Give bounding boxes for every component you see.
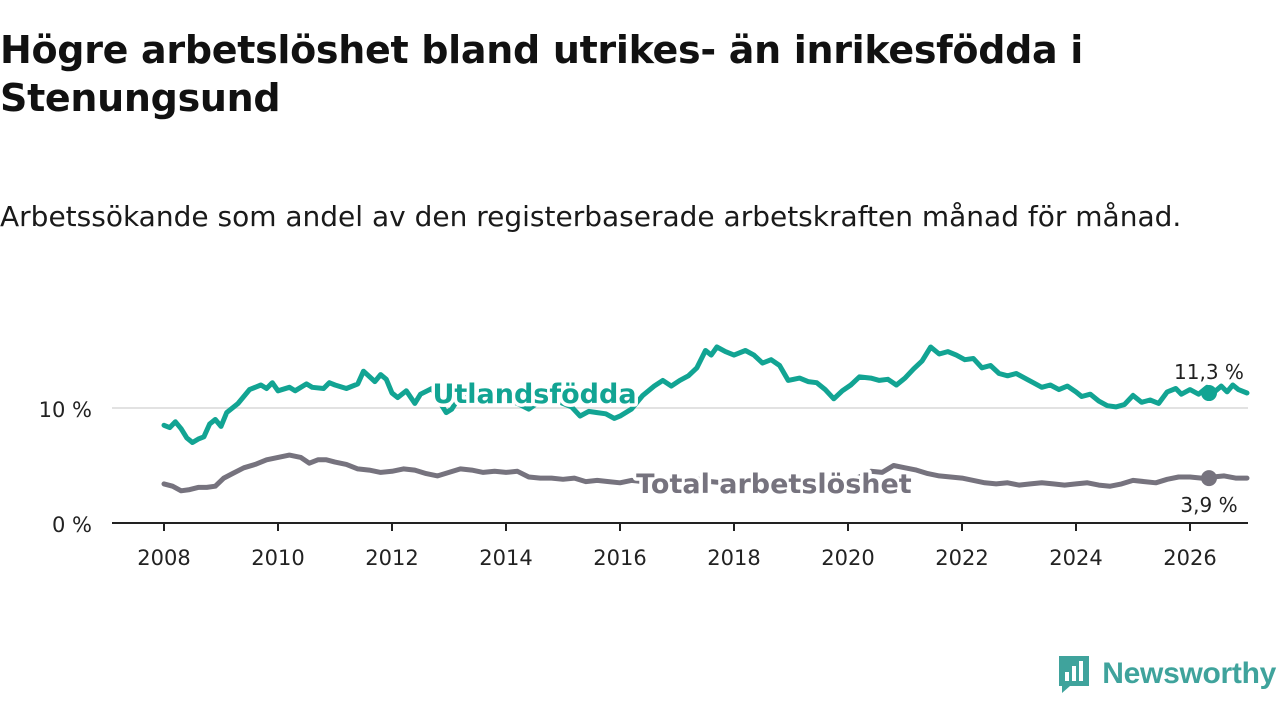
series-line-total-arbetsl-shet [161,452,1250,494]
series-end-marker-utlandsf-dda [1201,385,1217,402]
y-tick-label: 0 % [52,513,92,537]
series-line-utlandsf-dda [161,344,1250,445]
series-labels: Utlandsfödda Total arbetslöshet 11,3 % 3,9 … [429,358,1247,520]
series-end-marker-total-arbetsl-shet [1201,470,1217,487]
x-tick-label: 2012 [365,546,418,570]
x-tick-label: 2026 [1163,546,1216,570]
y-axis-ticks: 0 % 10 % [39,398,92,537]
series-label-utlandsf-dda: Utlandsfödda [432,379,636,410]
end-value-label-total-arbetsl-shet: 3,9 % [1180,493,1237,517]
chart-title: Högre arbetslöshet bland utrikes- än inr… [0,28,1083,120]
x-tick-label: 2024 [1049,546,1102,570]
series-lines [161,344,1250,494]
brand-name: Newsworthy [1102,657,1276,690]
newsworthy-logo-icon [1059,656,1090,693]
x-tick-label: 2014 [479,546,532,570]
x-tick-label: 2008 [137,546,190,570]
y-tick-label: 10 % [39,398,92,422]
chart-subtitle: Arbetssökande som andel av den registerb… [0,200,1182,233]
series-label-total-arbetsl-shet: Total arbetslöshet [636,469,912,500]
end-value-label-utlandsf-dda: 11,3 % [1174,360,1244,384]
x-tick-label: 2022 [935,546,988,570]
newsworthy-logo: Newsworthy [1056,654,1276,694]
x-tick-label: 2020 [821,546,874,570]
x-axis: 2008 2010 2012 2014 2016 2018 2020 2022 2024 2026 [112,522,1248,570]
x-tick-label: 2018 [707,546,760,570]
x-tick-label: 2016 [593,546,646,570]
x-tick-label: 2010 [251,546,304,570]
